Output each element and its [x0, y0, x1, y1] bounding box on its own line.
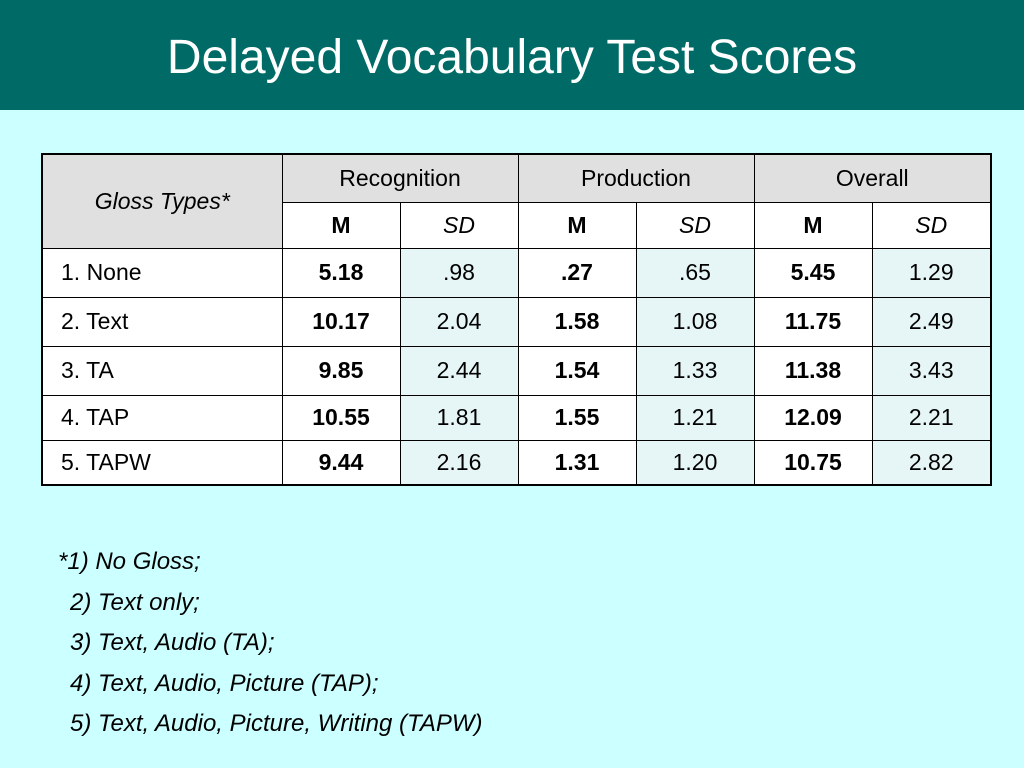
cell-sd: 1.29: [871, 247, 992, 298]
subheader-sd: SD: [635, 201, 755, 249]
cell-mean: 1.54: [517, 345, 637, 396]
row-label: 4. TAP: [41, 394, 283, 441]
subheader-sd: SD: [871, 201, 992, 249]
table-row: 2. Text 10.17 2.04 1.58 1.08 11.75 2.49: [41, 296, 992, 347]
table-row: 1. None 5.18 .98 .27 .65 5.45 1.29: [41, 247, 992, 298]
cell-mean: 1.55: [517, 394, 637, 441]
table-row: 4. TAP 10.55 1.81 1.55 1.21 12.09 2.21: [41, 394, 992, 441]
row-label: 2. Text: [41, 296, 283, 347]
group-header-recognition: Recognition: [281, 153, 519, 203]
footnote-item: 4) Text, Audio, Picture (TAP);: [70, 669, 379, 697]
group-header-row: Gloss Types* Recognition Production Over…: [41, 153, 992, 249]
subheader-m: M: [281, 201, 401, 249]
row-label: 3. TA: [41, 345, 283, 396]
footnote-item: 2) Text only;: [70, 588, 200, 616]
cell-sd: 2.82: [871, 439, 992, 486]
cell-mean: 10.17: [281, 296, 401, 347]
cell-mean: 10.55: [281, 394, 401, 441]
cell-sd: 1.20: [635, 439, 755, 486]
subheader-row: M SD M SD M SD: [42, 201, 992, 249]
cell-sd: 1.33: [635, 345, 755, 396]
cell-mean: 1.31: [517, 439, 637, 486]
cell-sd: 1.21: [635, 394, 755, 441]
cell-sd: 2.21: [871, 394, 992, 441]
footnote-item: *1) No Gloss;: [58, 548, 201, 575]
footnote-item: 3) Text, Audio (TA);: [70, 629, 275, 656]
title-bar: Delayed Vocabulary Test Scores: [0, 0, 1024, 110]
cell-mean: 12.09: [753, 394, 873, 441]
subheader-m: M: [753, 201, 873, 249]
cell-sd: 2.49: [871, 296, 992, 347]
row-label: 5. TAPW: [41, 439, 283, 486]
row-label: 1. None: [41, 247, 283, 298]
cell-sd: 1.81: [399, 394, 519, 441]
table-row: 3. TA 9.85 2.44 1.54 1.33 11.38 3.43: [41, 345, 992, 396]
slide-title: Delayed Vocabulary Test Scores: [166, 31, 858, 84]
cell-sd: 2.16: [399, 439, 519, 486]
cell-sd: 3.43: [871, 345, 992, 396]
subheader-m: M: [517, 201, 637, 249]
scores-table: Gloss Types* Recognition Production Over…: [41, 153, 992, 486]
subheader-sd: SD: [399, 201, 519, 249]
cell-mean: 11.75: [753, 296, 873, 347]
table-row: 5. TAPW 9.44 2.16 1.31 1.20 10.75 2.82: [41, 439, 992, 486]
cell-mean: 9.85: [281, 345, 401, 396]
cell-sd: 1.08: [635, 296, 755, 347]
corner-header: Gloss Types*: [41, 153, 283, 249]
cell-mean: 1.58: [517, 296, 637, 347]
cell-mean: 11.38: [753, 345, 873, 396]
cell-sd: 2.44: [399, 345, 519, 396]
footnote-item: 5) Text, Audio, Picture, Writing (TAPW): [70, 710, 483, 737]
cell-mean: 10.75: [753, 439, 873, 486]
cell-sd: .65: [635, 247, 755, 298]
cell-sd: 2.04: [399, 296, 519, 347]
cell-mean: 9.44: [281, 439, 401, 486]
cell-sd: .98: [399, 247, 519, 298]
cell-mean: .27: [517, 247, 637, 298]
footnotes: *1) No Gloss; 2) Text only; 3) Text, Aud…: [58, 542, 483, 745]
group-header-overall: Overall: [753, 153, 992, 203]
cell-mean: 5.45: [753, 247, 873, 298]
cell-mean: 5.18: [281, 247, 401, 298]
group-header-production: Production: [517, 153, 755, 203]
